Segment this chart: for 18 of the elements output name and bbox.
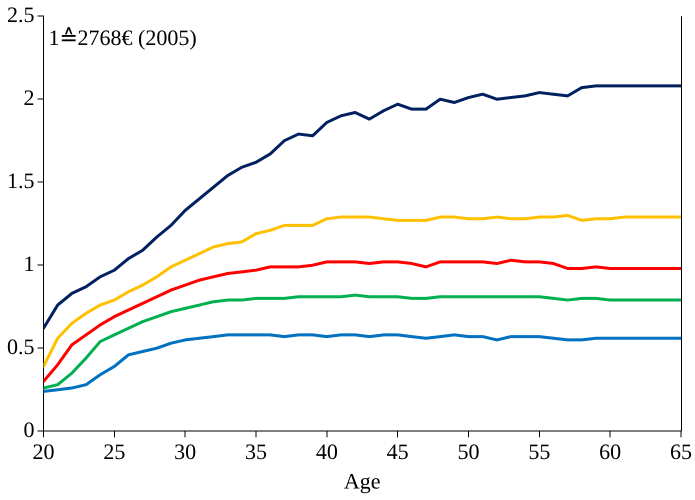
y-tick-label: 0 [24,416,34,442]
x-tick-label: 45 [386,439,409,464]
y-tick-label: 1 [24,250,34,276]
x-tick-label: 30 [174,439,196,464]
annotation: 1≙2768€ (2005) [48,24,197,50]
y-tick-label: 0.5 [7,334,34,359]
x-tick-label: 55 [528,439,550,464]
x-axis-title: Age [344,468,381,494]
y-tick-label: 1.5 [7,168,34,193]
x-tick-label: 25 [103,439,126,464]
x-tick-label: 65 [670,439,692,464]
x-tick-label: 35 [245,439,267,464]
x-tick-label: 60 [599,439,622,464]
x-tick-label: 40 [316,439,338,464]
x-tick-label: 20 [32,439,54,464]
y-tick-label: 2 [24,84,34,110]
x-tick-label: 50 [458,439,480,464]
y-tick-label: 2.5 [7,2,34,27]
